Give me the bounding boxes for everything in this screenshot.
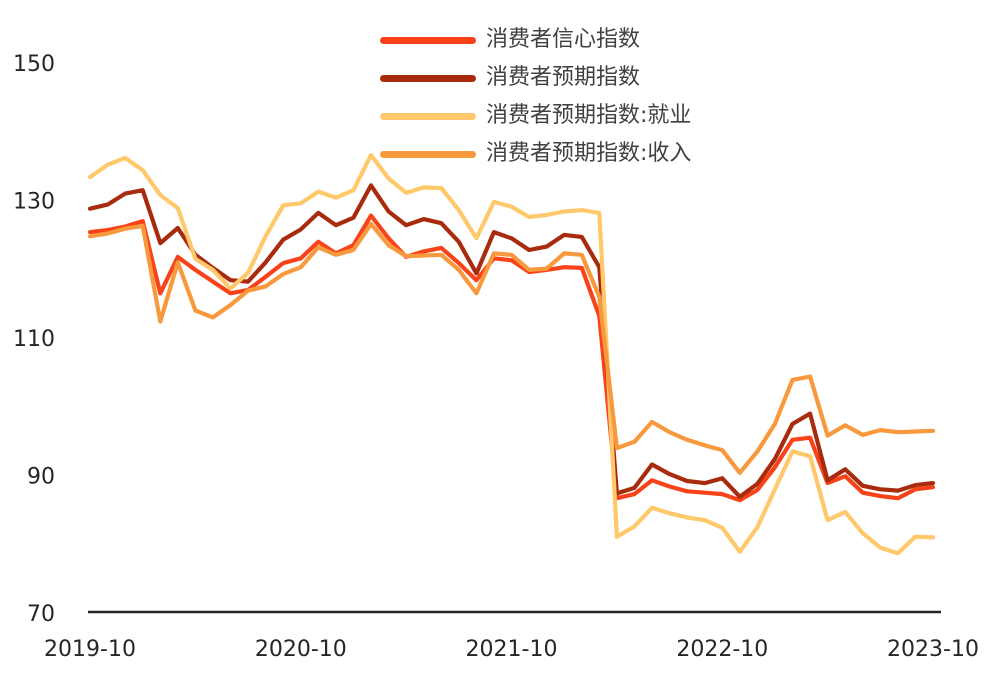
x-tick-label: 2021-10 [466,637,558,662]
series-line-0 [87,213,936,503]
legend-swatch [380,112,476,120]
y-tick-label: 150 [13,52,55,77]
legend: 消费者信心指数 消费者预期指数消费者预期指数:就业 消费者预期指数:收入 [380,21,691,173]
legend-label: 消费者预期指数:收入 [486,141,692,166]
legend-swatch [380,150,476,158]
x-axis-labels: 2019-10 2020-10 2021-10 2022-10 2023-10 [44,637,979,662]
x-tick-label: 2022-10 [676,637,768,662]
series-line-2 [87,153,936,556]
legend-swatch [380,74,476,82]
legend-label: 消费者预期指数 [486,65,641,90]
x-tick-label: 2023-10 [887,637,979,662]
legend-item-0: 消费者信心指数 [380,21,691,59]
y-tick-label: 70 [27,602,55,627]
y-tick-label: 130 [13,190,55,215]
legend-item-2: 消费者预期指数:就业 [380,97,691,135]
y-tick-label: 90 [27,465,55,490]
legend-swatch [380,36,476,44]
x-tick-label: 2019-10 [44,637,136,662]
y-axis-labels: 70 90 110 130 150 [13,52,55,627]
series-lines [87,153,936,556]
legend-label: 消费者预期指数:就业 [486,103,692,128]
legend-item-1: 消费者预期指数 [380,59,691,97]
series-line-3 [87,221,936,475]
legend-item-3: 消费者预期指数:收入 [380,135,691,173]
legend-label: 消费者信心指数 [486,27,641,52]
x-tick-label: 2020-10 [255,637,347,662]
y-tick-label: 110 [13,327,55,352]
series-line-1 [87,183,936,499]
